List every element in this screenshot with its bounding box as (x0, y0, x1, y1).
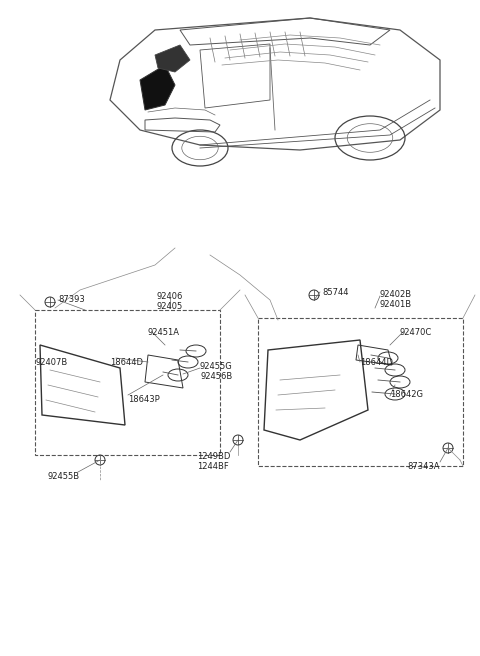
Text: 18644D: 18644D (360, 358, 393, 367)
Text: 92402B
92401B: 92402B 92401B (380, 290, 412, 310)
Text: 1249BD
1244BF: 1249BD 1244BF (197, 452, 230, 472)
Text: 92406
92405: 92406 92405 (157, 292, 183, 312)
Text: 18643P: 18643P (128, 395, 160, 404)
Text: 18644D: 18644D (110, 358, 143, 367)
Text: 85744: 85744 (322, 288, 348, 297)
Bar (35, 310, 220, 455)
Text: 92451A: 92451A (148, 328, 180, 337)
Polygon shape (155, 45, 190, 72)
Polygon shape (140, 65, 175, 110)
Text: 18642G: 18642G (390, 390, 423, 399)
Text: 92455B: 92455B (48, 472, 80, 481)
Text: 87393: 87393 (58, 295, 85, 304)
Text: 92455G
92456B: 92455G 92456B (200, 362, 233, 381)
Bar (258, 318, 463, 466)
Text: 87343A: 87343A (408, 462, 440, 471)
Text: 92470C: 92470C (400, 328, 432, 337)
Text: 92407B: 92407B (36, 358, 68, 367)
